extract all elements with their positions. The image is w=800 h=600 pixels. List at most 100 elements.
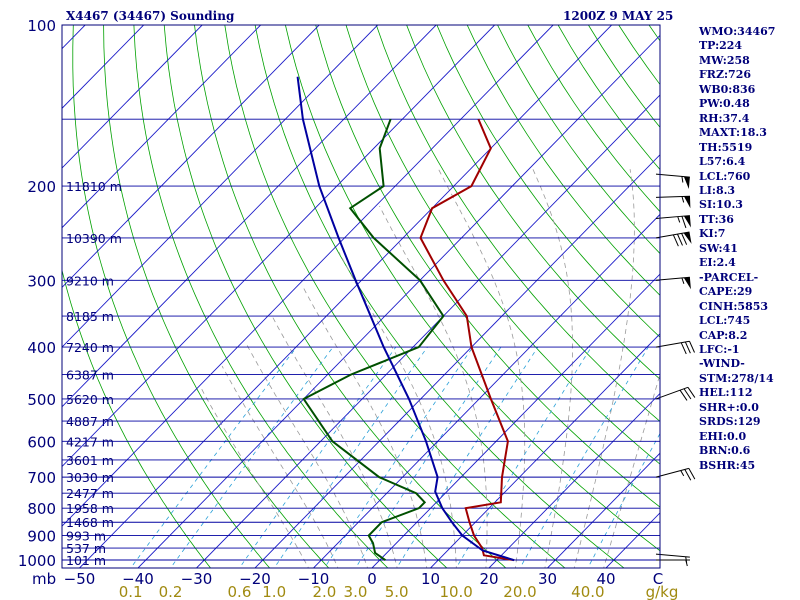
panel-line: BRN:0.6 bbox=[699, 444, 751, 458]
wind-barb bbox=[655, 467, 696, 481]
wind-barb bbox=[655, 340, 695, 355]
wind-barb-full bbox=[684, 469, 692, 481]
profile-lines bbox=[296, 76, 515, 562]
temperature-tick-label: −30 bbox=[181, 570, 213, 588]
wind-barb-flag bbox=[683, 196, 691, 209]
isotherm bbox=[62, 25, 437, 408]
panel-line: SHR+:0.0 bbox=[699, 400, 759, 414]
wind-barb-full bbox=[684, 341, 691, 354]
height-label: 9210 m bbox=[66, 273, 114, 288]
moist-adiabat bbox=[379, 205, 488, 568]
dry-adiabat bbox=[254, 25, 625, 568]
wind-barb-shaft bbox=[655, 195, 690, 198]
panel-line: WMO:34467 bbox=[699, 25, 776, 38]
wind-barb-full bbox=[681, 216, 687, 229]
wind-barb-full bbox=[672, 234, 679, 247]
wind-barb bbox=[655, 215, 691, 229]
panel-line: CAP:8.2 bbox=[699, 328, 748, 342]
dry-adiabat bbox=[224, 25, 566, 568]
dry-adiabat bbox=[163, 25, 448, 568]
panel-line: TH:5519 bbox=[699, 140, 753, 154]
mixing-ratio-label: 2.0 bbox=[312, 583, 336, 600]
height-label: 101 m bbox=[66, 553, 106, 568]
pressure-tick-label: 800 bbox=[27, 500, 56, 518]
panel-line: SRDS:129 bbox=[699, 415, 761, 429]
wind-barb bbox=[655, 276, 691, 290]
dry-adiabat bbox=[72, 25, 271, 568]
wind-barb-half bbox=[681, 176, 684, 183]
height-label: 1958 m bbox=[66, 501, 114, 516]
wind-barb-full bbox=[688, 468, 696, 480]
panel-line: CINH:5853 bbox=[699, 299, 769, 313]
moist-adiabat bbox=[438, 169, 526, 568]
temperature-profile-line bbox=[419, 118, 515, 562]
wind-barb-flag bbox=[683, 215, 691, 228]
panel-line: SW:41 bbox=[699, 241, 738, 255]
wind-barb-full bbox=[683, 388, 692, 400]
wind-barb bbox=[655, 195, 691, 209]
wind-barb-full bbox=[681, 233, 688, 245]
mixing-ratio-label: 40.0 bbox=[571, 583, 604, 600]
dry-adiabat bbox=[315, 25, 660, 508]
mixing-ratio-line bbox=[273, 346, 428, 568]
mixing-ratio-line bbox=[355, 346, 502, 568]
mixing-ratio-line bbox=[323, 346, 474, 568]
height-label: 11810 m bbox=[66, 179, 122, 194]
temperature-tick-label: 20 bbox=[479, 570, 498, 588]
pressure-tick-label: 300 bbox=[27, 272, 56, 290]
mixing-ratio-label: 1.0 bbox=[262, 583, 286, 600]
wind-barb-half bbox=[681, 196, 685, 203]
wind-barb-shaft bbox=[655, 386, 689, 400]
station-title: X4467 (34467) Sounding bbox=[66, 9, 235, 23]
wind-barb bbox=[655, 173, 690, 190]
isotherm bbox=[79, 25, 612, 568]
height-label: 10390 m bbox=[66, 231, 122, 246]
mixing-ratio-line bbox=[238, 346, 397, 568]
temperature-unit-label: C bbox=[653, 570, 663, 588]
moist-adiabat bbox=[199, 386, 309, 568]
mixing-ratio-unit-label: g/kg bbox=[646, 583, 679, 600]
height-label: 5620 m bbox=[66, 392, 114, 407]
wind-barb-flag bbox=[683, 231, 692, 244]
panel-line: BSHR:45 bbox=[699, 458, 756, 472]
wind-barb-half bbox=[680, 470, 685, 477]
panel-line: PW:0.48 bbox=[699, 97, 750, 111]
wind-barb-full bbox=[680, 342, 687, 355]
isotherm bbox=[62, 25, 378, 348]
wind-barb-full bbox=[689, 340, 695, 353]
panel-line: SI:10.3 bbox=[699, 198, 743, 212]
panel-line: MAXT:18.3 bbox=[699, 126, 767, 140]
wind-barb-flag bbox=[683, 176, 690, 190]
temperature-tick-label: −20 bbox=[239, 570, 271, 588]
pressure-tick-label: 100 bbox=[27, 17, 56, 35]
mixing-ratio-label: 0.2 bbox=[159, 583, 183, 600]
panel-line: KI:7 bbox=[699, 227, 726, 241]
height-label: 993 m bbox=[66, 529, 106, 544]
mixing-ratio-label: 0.6 bbox=[228, 583, 252, 600]
mixing-ratio-line bbox=[519, 346, 649, 568]
parcel-profile-line bbox=[296, 76, 515, 562]
height-label: 1468 m bbox=[66, 515, 114, 530]
background-lines bbox=[0, 25, 660, 568]
dry-adiabat bbox=[436, 25, 660, 338]
temperature-tick-label: −40 bbox=[122, 570, 154, 588]
moist-adiabat bbox=[573, 169, 635, 568]
wind-barb bbox=[655, 386, 696, 401]
temperature-tick-label: −50 bbox=[64, 570, 96, 588]
moist-adiabat bbox=[245, 343, 368, 568]
panel-line: TT:36 bbox=[699, 212, 734, 226]
isotherm bbox=[62, 25, 203, 169]
height-label: 7240 m bbox=[66, 340, 114, 355]
panel-line: WB0:836 bbox=[699, 82, 756, 96]
pressure-tick-label: 400 bbox=[27, 339, 56, 357]
pressure-tick-label: 700 bbox=[27, 469, 56, 487]
isotherm bbox=[196, 94, 660, 568]
isotherm bbox=[0, 25, 27, 568]
mixing-ratio-label: 20.0 bbox=[503, 583, 536, 600]
mixing-ratio-line bbox=[130, 346, 297, 568]
wind-barb bbox=[655, 553, 690, 563]
mixing-ratio-label: 0.1 bbox=[119, 583, 143, 600]
dry-adiabat bbox=[62, 268, 212, 568]
